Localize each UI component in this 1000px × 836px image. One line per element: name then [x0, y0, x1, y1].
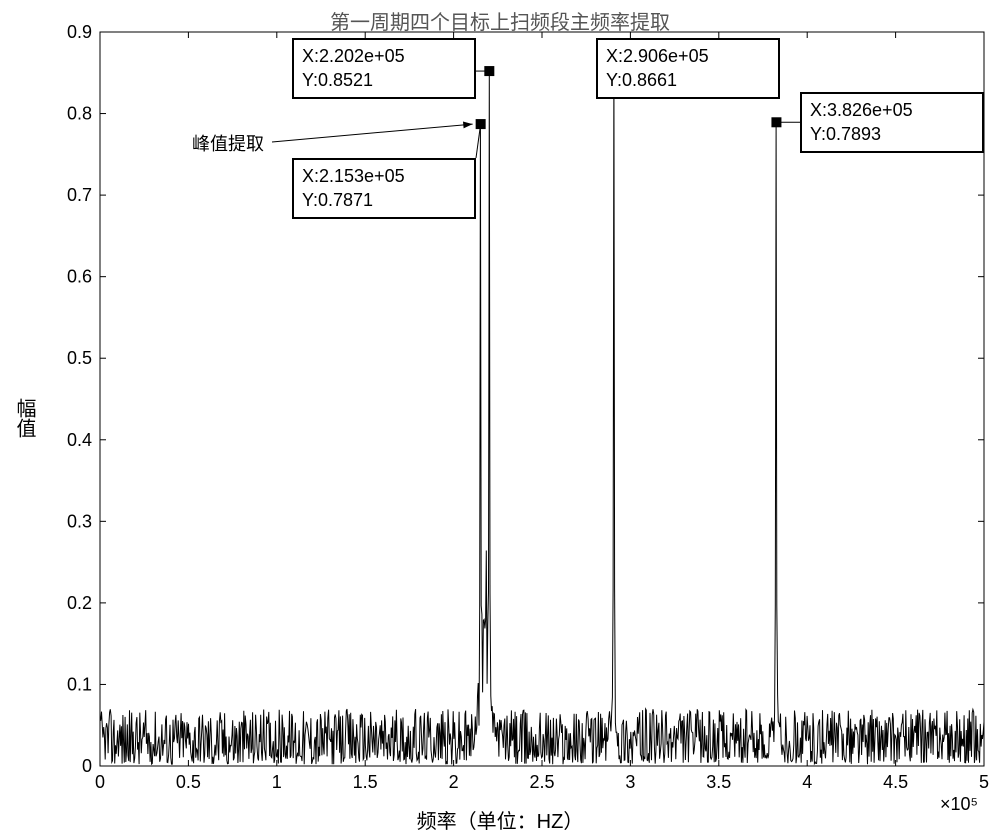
datatip-0-x: X:2.202e+05	[302, 44, 466, 68]
svg-text:1: 1	[272, 772, 282, 792]
svg-text:0.4: 0.4	[67, 430, 92, 450]
datatip-1-y: Y:0.8661	[606, 68, 770, 92]
svg-text:0.8: 0.8	[67, 104, 92, 124]
datatip-1-x: X:2.906e+05	[606, 44, 770, 68]
datatip-3-y: Y:0.7871	[302, 188, 466, 212]
datatip-0-y: Y:0.8521	[302, 68, 466, 92]
svg-text:2.5: 2.5	[529, 772, 554, 792]
datatip-3-x: X:2.153e+05	[302, 164, 466, 188]
svg-text:0.5: 0.5	[67, 348, 92, 368]
svg-text:0.5: 0.5	[176, 772, 201, 792]
datatip-0: X:2.202e+05 Y:0.8521	[292, 38, 476, 99]
y-axis-label: 幅值	[10, 398, 39, 438]
svg-text:0.3: 0.3	[67, 511, 92, 531]
datatip-2: X:3.826e+05 Y:0.7893	[800, 92, 984, 153]
svg-text:0: 0	[95, 772, 105, 792]
svg-text:1.5: 1.5	[353, 772, 378, 792]
svg-text:4.5: 4.5	[883, 772, 908, 792]
svg-text:0: 0	[82, 756, 92, 776]
svg-text:5: 5	[979, 772, 989, 792]
peak-extract-label: 峰值提取	[192, 130, 264, 156]
chart-title: 第一周期四个目标上扫频段主频率提取	[0, 6, 1000, 35]
svg-text:0.7: 0.7	[67, 185, 92, 205]
svg-text:0.2: 0.2	[67, 593, 92, 613]
x-axis-label: 频率（单位：HZ）	[0, 805, 1000, 834]
svg-text:2: 2	[449, 772, 459, 792]
svg-text:4: 4	[802, 772, 812, 792]
datatip-1: X:2.906e+05 Y:0.8661	[596, 38, 780, 99]
svg-text:3.5: 3.5	[706, 772, 731, 792]
svg-text:0.1: 0.1	[67, 674, 92, 694]
datatip-2-x: X:3.826e+05	[810, 98, 974, 122]
svg-text:0.6: 0.6	[67, 267, 92, 287]
datatip-3: X:2.153e+05 Y:0.7871	[292, 158, 476, 219]
spectrum-chart: 第一周期四个目标上扫频段主频率提取 幅值 频率（单位：HZ） 0 0.5 1 1.5 2…	[0, 0, 1000, 836]
x-exponent-label: ×10⁵	[940, 794, 978, 815]
datatip-2-y: Y:0.7893	[810, 122, 974, 146]
svg-text:3: 3	[625, 772, 635, 792]
